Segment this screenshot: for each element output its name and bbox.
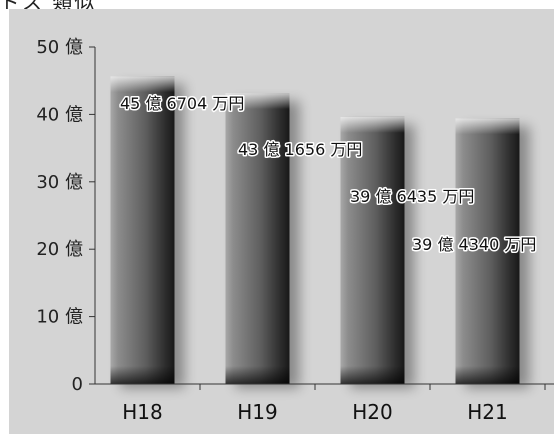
x-tick-label: H20: [352, 400, 393, 424]
bar-H19: [225, 93, 290, 385]
bar-base-shade: [455, 366, 520, 384]
bar-H18: [110, 76, 175, 384]
data-labels-group: 45 億 6704 万円 43 億 1656 万円 39 億 6435 万円 39 億…: [119, 93, 538, 256]
bar-H20: [340, 116, 405, 385]
y-tick-label: 50 億: [36, 37, 83, 58]
bar-base-shade: [225, 366, 290, 384]
y-tick-label: 20 億: [36, 239, 83, 260]
axes-group: H18 H19 H20 H21 0 10 億 20 億 30 億 40 億 50 億: [36, 37, 554, 424]
bar-value-label: 43 億 1656 万円: [238, 140, 362, 159]
cropped-title-fragment: ドス 類似: [0, 0, 96, 9]
bar-value-label: 45 億 6704 万円: [120, 94, 244, 113]
bar-base-shade: [340, 366, 405, 384]
bars-group: [110, 76, 520, 385]
bar-highlight: [110, 76, 175, 93]
x-tick-label: H19: [237, 400, 278, 424]
bar-highlight: [455, 118, 520, 135]
bar-base-shade: [110, 366, 175, 384]
y-tick-label: 30 億: [36, 172, 83, 193]
top-cropped-text-strip: ドス 類似: [0, 0, 554, 9]
y-tick-label: 40 億: [36, 104, 83, 125]
x-tick-label: H18: [122, 400, 163, 424]
bar-value-label: 39 億 4340 万円: [412, 235, 536, 254]
y-tick-label: 10 億: [36, 307, 83, 328]
y-tick-label: 0: [72, 374, 83, 395]
x-tick-label: H21: [467, 400, 508, 424]
bar-value-label: 39 億 6435 万円: [350, 187, 474, 206]
bar-H21: [455, 118, 520, 384]
bar-highlight: [340, 116, 405, 133]
bar-highlight: [225, 93, 290, 110]
